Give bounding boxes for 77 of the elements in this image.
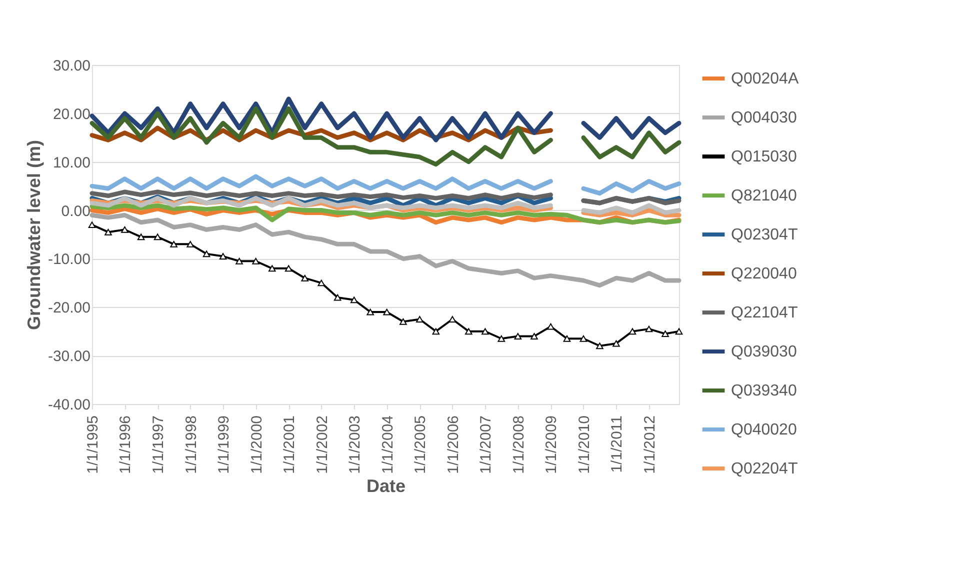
legend-label: Q004030 [731,110,797,126]
x-axis-title: Date [366,476,406,496]
point [284,265,292,272]
x-tick-label: 1/1/1995 [84,416,102,474]
point [268,265,276,272]
point [596,342,604,350]
legend-label: Q040020 [731,422,797,438]
x-tick-label: 1/1/1999 [216,416,233,474]
line-series [90,212,682,288]
x-tick-label: 1/1/2004 [379,416,396,474]
y-tick-label: 10.00 [52,154,90,172]
point [154,234,162,240]
point [547,323,554,330]
x-tick-label: 1/1/2008 [510,416,528,474]
y-tick-label: 20.00 [52,106,90,123]
line-series [90,203,682,225]
x-tick-label: 1/1/2011 [608,416,626,473]
legend-label: Q220040 [731,266,797,282]
legend-label: Q02204T [731,460,798,478]
point [137,234,145,240]
y-tick-label: 30.00 [52,58,90,74]
x-tick-label: 1/1/1997 [150,416,168,474]
x-tick-label: 1/1/2010 [576,416,593,474]
x-tick-label: 1/1/2012 [641,416,658,474]
point [514,332,522,340]
point [662,330,669,338]
point [301,274,309,282]
point [318,280,326,286]
y-tick-label: -40.00 [48,396,90,414]
point [121,226,128,233]
legend-label: Q02304T [731,226,798,244]
point [219,253,227,260]
x-tick-label: 1/1/2003 [346,416,364,474]
point [186,240,194,248]
x-tick-label: 1/1/2002 [314,416,331,474]
point [675,328,683,335]
point [498,335,506,342]
point [350,296,358,304]
point [628,328,636,335]
x-tick-label: 1/1/2000 [248,416,266,474]
point [580,335,588,342]
point [170,240,178,248]
point [530,332,538,340]
x-tick-label: 1/1/2007 [478,416,495,474]
x-tick-label: 1/1/2005 [412,416,430,474]
x-tick-label: 1/1/2009 [543,416,560,474]
legend-label: Q821040 [731,188,797,204]
point [563,335,571,342]
point [481,328,489,335]
legend-label: Q22104T [731,304,798,322]
y-tick-label: -20.00 [48,300,90,317]
point [416,316,424,322]
point [400,318,407,325]
legend-label: Q00204A [731,70,799,88]
point [432,328,440,335]
point [104,228,112,236]
point [334,294,342,301]
y-tick-label: 0.00 [61,202,90,220]
x-tick-label: 1/1/1998 [182,416,200,474]
point [464,328,472,335]
legend-label: Q039340 [731,382,797,400]
legend-label: Q039030 [731,344,797,360]
y-axis-title: Groundwater level (m) [24,140,44,330]
x-tick-label: 1/1/1996 [117,416,134,474]
point [612,340,620,347]
point [383,308,391,316]
point [645,326,653,332]
y-tick-label: -10.00 [48,251,90,268]
legend-label: Q015030 [731,148,797,166]
point [366,308,374,316]
point [202,250,210,258]
point [236,258,243,264]
point [448,316,456,322]
y-tick-label: -30.00 [48,348,90,366]
x-tick-label: 1/1/2006 [444,416,462,474]
x-tick-label: 1/1/2001 [281,416,298,474]
point [252,258,260,264]
